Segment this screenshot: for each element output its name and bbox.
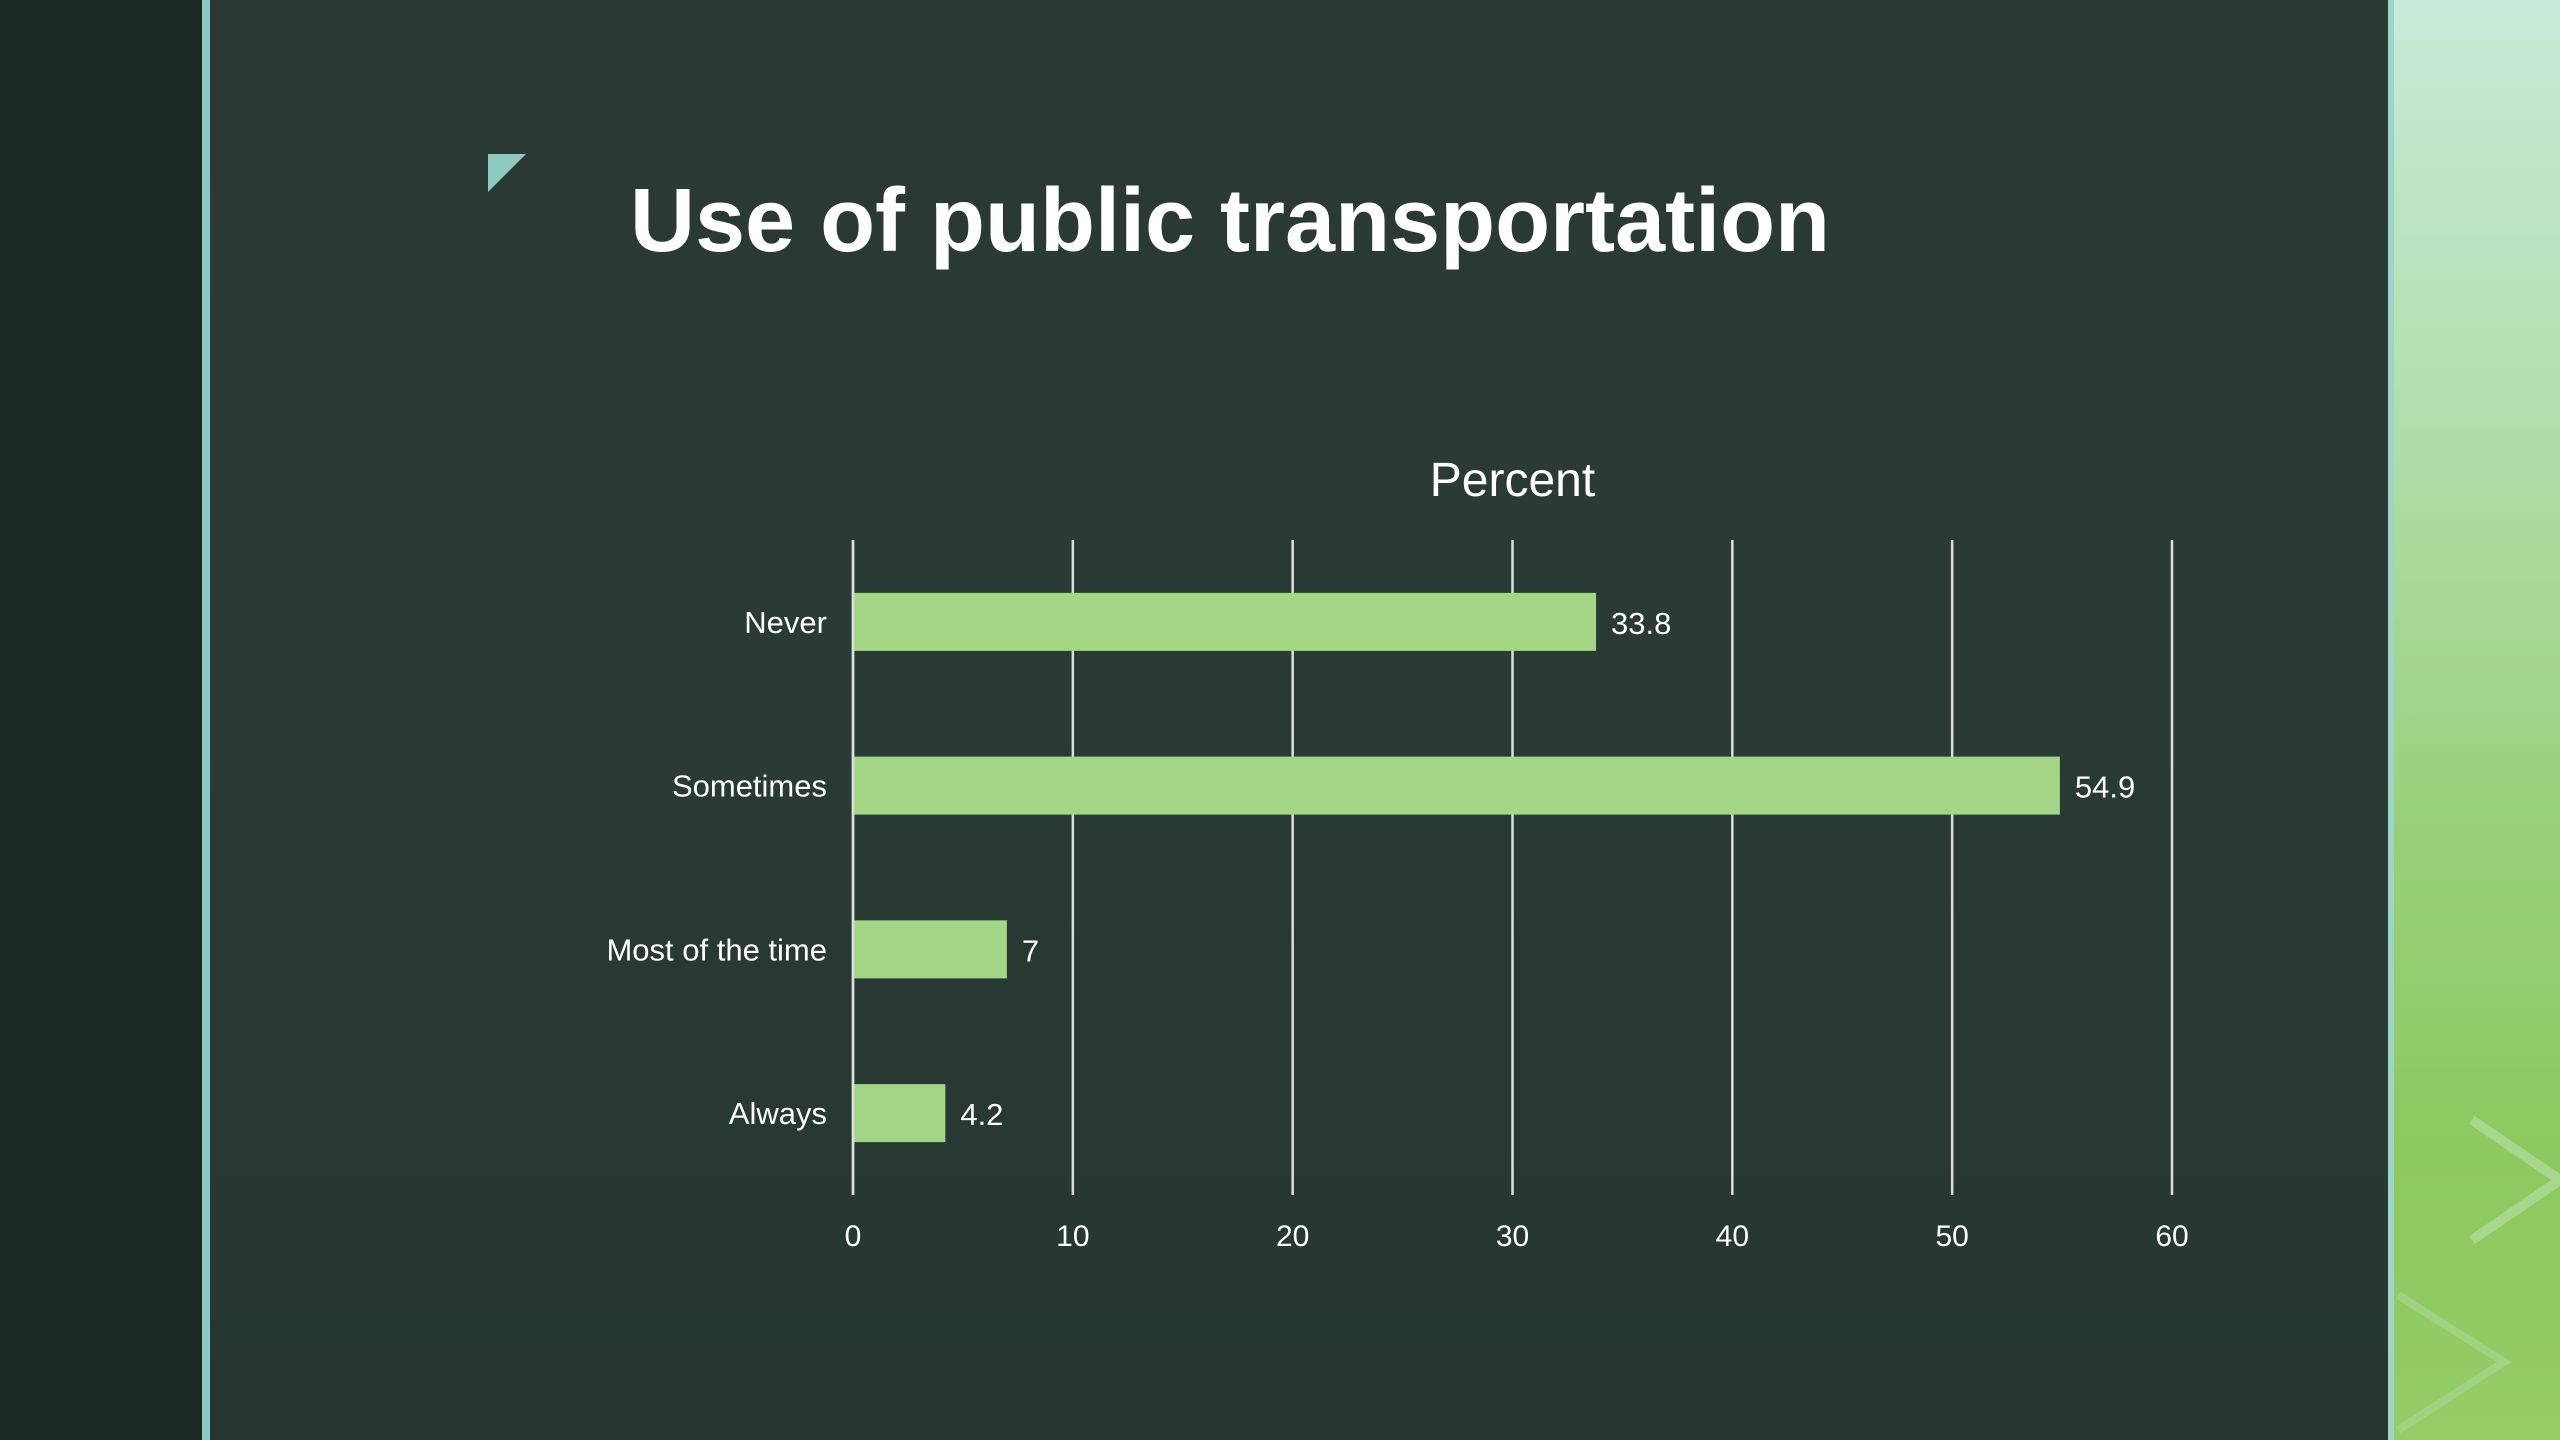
right-accent-rule [2388,0,2394,1440]
bar-3 [853,1084,946,1143]
main-panel [210,0,2390,1440]
left-accent-rule [202,0,210,1440]
bar-0 [853,592,1597,651]
data-label-0: 33.8 [1611,606,1671,641]
x-tick-label-20: 20 [1276,1220,1309,1253]
x-tick-label-10: 10 [1056,1220,1089,1253]
x-tick-label-50: 50 [1935,1220,1968,1253]
chart-title: Percent [1430,454,1595,507]
x-tick-label-60: 60 [2155,1220,2188,1253]
category-label-1: Sometimes [672,769,827,804]
category-label-3: Always [729,1096,827,1131]
data-label-3: 4.2 [960,1097,1003,1132]
data-label-2: 7 [1022,933,1039,968]
category-label-2: Most of the time [606,932,827,967]
corner-triangle-icon [488,154,526,192]
x-tick-label-40: 40 [1716,1220,1749,1253]
slide-title: Use of public transportation [629,171,1831,271]
bar-1 [853,756,2060,815]
category-label-0: Never [744,605,827,640]
right-decor-panel [2394,0,2560,1440]
left-panel [0,0,202,1440]
bar-2 [853,920,1007,979]
chevron-decor-icon [2395,1115,2560,1434]
x-tick-label-30: 30 [1496,1220,1529,1253]
data-label-1: 54.9 [2075,770,2135,805]
x-tick-label-0: 0 [845,1220,862,1253]
